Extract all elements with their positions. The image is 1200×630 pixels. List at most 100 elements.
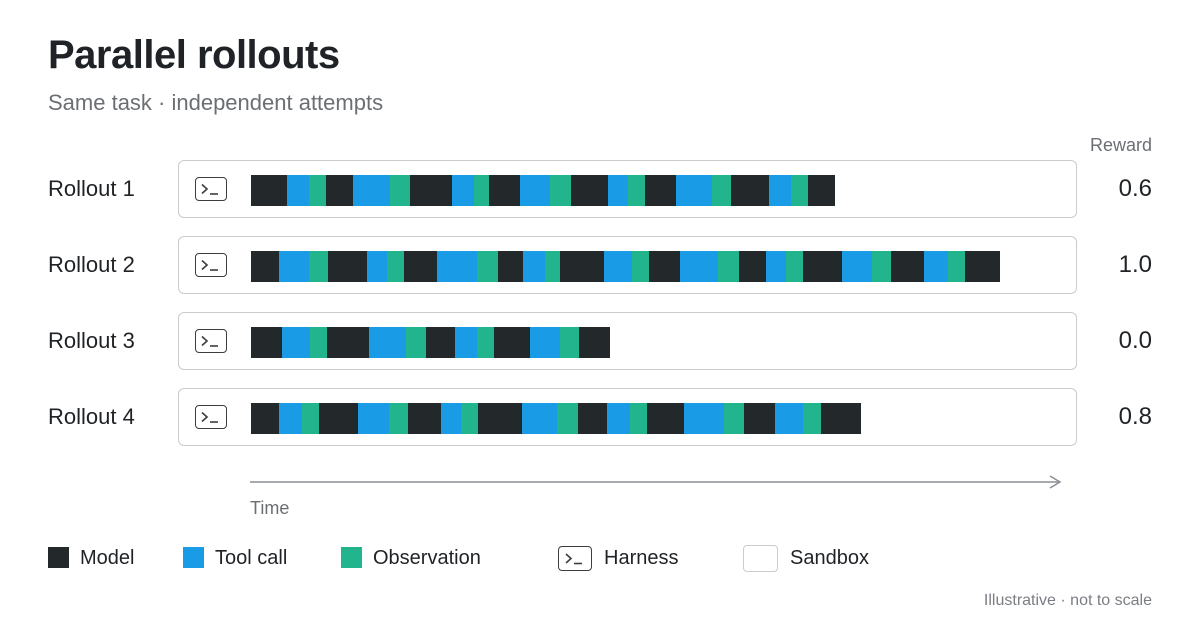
tool-call-segment xyxy=(684,403,724,434)
model-segment xyxy=(326,175,353,206)
tool-call-segment xyxy=(367,251,387,282)
legend-observation-label: Observation xyxy=(373,547,481,569)
legend-harness-label: Harness xyxy=(604,547,679,569)
model-segment xyxy=(647,403,684,434)
tool-call-segment xyxy=(608,175,628,206)
rollout-label: Rollout 4 xyxy=(48,404,135,429)
rollout-label: Rollout 3 xyxy=(48,328,135,353)
tool-call-segment xyxy=(842,251,872,282)
model-segment xyxy=(328,251,367,282)
legend-tool-call-label: Tool call xyxy=(215,547,288,569)
model-segment xyxy=(739,251,766,282)
tool-call-segment xyxy=(441,403,461,434)
tool-call-segment xyxy=(369,327,406,358)
observation-segment xyxy=(387,251,404,282)
tool-call-segment xyxy=(530,327,560,358)
observation-segment xyxy=(309,251,328,282)
observation-segment xyxy=(477,327,494,358)
model-segment xyxy=(731,175,769,206)
legend-model-label: Model xyxy=(80,547,135,569)
model-segment xyxy=(498,251,523,282)
tool-call-segment xyxy=(279,251,309,282)
rollout-timeline xyxy=(251,327,610,358)
tool-call-segment xyxy=(607,403,630,434)
observation-segment xyxy=(712,175,731,206)
legend-sandbox-swatch xyxy=(743,545,778,572)
model-segment xyxy=(803,251,842,282)
observation-segment xyxy=(948,251,965,282)
legend-model-swatch xyxy=(48,547,69,568)
observation-segment xyxy=(310,327,327,358)
sandbox-container xyxy=(178,312,1077,370)
tool-call-segment xyxy=(924,251,948,282)
tool-call-segment xyxy=(520,175,550,206)
tool-call-segment xyxy=(358,403,389,434)
reward-value: 0.0 xyxy=(1118,327,1152,354)
sandbox-container xyxy=(178,160,1077,218)
tool-call-segment xyxy=(766,251,786,282)
model-segment xyxy=(571,175,608,206)
page-subtitle: Same task · independent attempts xyxy=(48,90,384,115)
model-segment xyxy=(560,251,604,282)
observation-segment xyxy=(461,403,478,434)
observation-segment xyxy=(389,403,408,434)
tool-call-segment xyxy=(680,251,718,282)
observation-segment xyxy=(786,251,803,282)
terminal-icon xyxy=(195,329,227,353)
tool-call-segment xyxy=(522,403,557,434)
model-segment xyxy=(426,327,455,358)
tool-call-segment xyxy=(353,175,390,206)
observation-segment xyxy=(628,175,645,206)
model-segment xyxy=(579,327,610,358)
tool-call-segment xyxy=(287,175,309,206)
legend-observation-swatch xyxy=(341,547,362,568)
model-segment xyxy=(478,403,522,434)
model-segment xyxy=(251,403,279,434)
terminal-icon xyxy=(195,405,227,429)
observation-segment xyxy=(390,175,410,206)
page-title: Parallel rollouts xyxy=(48,33,340,77)
tool-call-segment xyxy=(279,403,302,434)
model-segment xyxy=(408,403,441,434)
reward-column-header: Reward xyxy=(1089,135,1152,155)
model-segment xyxy=(494,327,530,358)
model-segment xyxy=(891,251,924,282)
model-segment xyxy=(251,327,282,358)
observation-segment xyxy=(718,251,739,282)
observation-segment xyxy=(406,327,426,358)
tool-call-segment xyxy=(676,175,712,206)
model-segment xyxy=(821,403,861,434)
observation-segment xyxy=(550,175,571,206)
rollout-label: Rollout 2 xyxy=(48,252,135,277)
observation-segment xyxy=(557,403,578,434)
footnote: Illustrative · not to scale xyxy=(983,592,1152,609)
observation-segment xyxy=(872,251,891,282)
rollout-label: Rollout 1 xyxy=(48,176,135,201)
observation-segment xyxy=(630,403,647,434)
sandbox-container xyxy=(178,388,1077,446)
model-segment xyxy=(645,175,676,206)
model-segment xyxy=(649,251,680,282)
time-axis-arrow xyxy=(250,475,1062,489)
time-axis-label: Time xyxy=(250,498,290,518)
model-segment xyxy=(251,251,279,282)
observation-segment xyxy=(545,251,560,282)
model-segment xyxy=(578,403,607,434)
rollout-timeline xyxy=(251,175,835,206)
rollout-timeline xyxy=(251,403,861,434)
observation-segment xyxy=(309,175,326,206)
observation-segment xyxy=(791,175,808,206)
observation-segment xyxy=(632,251,649,282)
model-segment xyxy=(404,251,437,282)
tool-call-segment xyxy=(282,327,310,358)
reward-value: 0.8 xyxy=(1118,403,1152,430)
model-segment xyxy=(489,175,520,206)
model-segment xyxy=(327,327,369,358)
terminal-icon xyxy=(558,546,592,571)
observation-segment xyxy=(477,251,498,282)
reward-value: 1.0 xyxy=(1118,251,1152,278)
tool-call-segment xyxy=(452,175,474,206)
model-segment xyxy=(808,175,835,206)
model-segment xyxy=(410,175,452,206)
model-segment xyxy=(319,403,358,434)
